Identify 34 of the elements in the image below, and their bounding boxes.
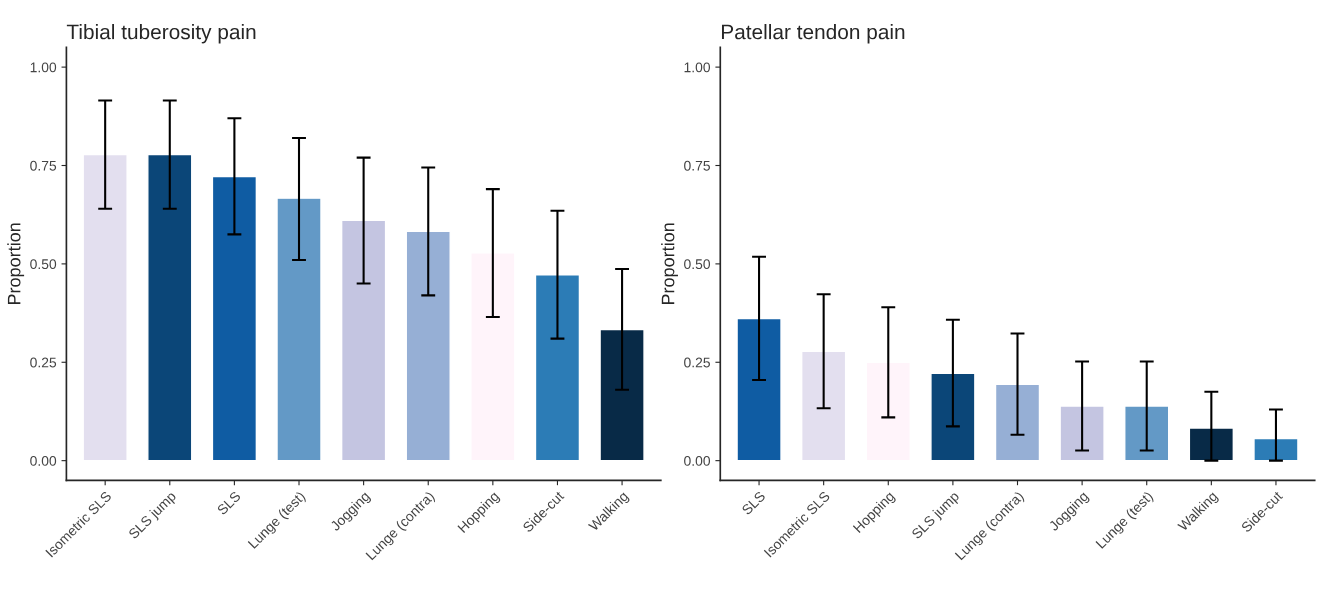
- bar: [1253, 437, 1299, 462]
- y-tick-label: 0.75: [684, 160, 710, 171]
- bar: [930, 372, 976, 462]
- y-axis-title: Proportion: [7, 223, 25, 305]
- bar: [470, 252, 516, 462]
- y-tick-label: 0.50: [30, 259, 57, 270]
- bar: [340, 219, 387, 462]
- y-tick-label: 0.75: [30, 160, 57, 171]
- bar: [1124, 405, 1170, 462]
- x-tick-label: SLS: [216, 490, 242, 516]
- bar: [82, 153, 128, 462]
- bar: [599, 328, 645, 462]
- bar: [147, 153, 193, 462]
- bar: [211, 175, 258, 462]
- y-tick-label: 1.00: [684, 62, 711, 73]
- chart-title: Tibial tuberosity pain: [66, 24, 256, 44]
- bar: [865, 361, 911, 462]
- y-tick-label: 0.25: [30, 357, 57, 368]
- chart-title: Patellar tendon pain: [721, 24, 905, 44]
- y-tick-label: 0.25: [684, 357, 710, 368]
- y-tick-label: 0.00: [684, 455, 711, 466]
- bar: [736, 317, 782, 462]
- bar: [276, 197, 322, 462]
- x-tick-label: SLS: [741, 490, 766, 516]
- y-tick-label: 0.00: [30, 455, 57, 466]
- bar: [534, 274, 581, 462]
- y-tick-label: 0.50: [684, 259, 711, 270]
- bar: [1188, 427, 1235, 462]
- bar: [1059, 405, 1105, 462]
- bar: [800, 350, 847, 462]
- bar: [405, 230, 451, 462]
- bar: [994, 383, 1041, 462]
- y-axis-title: Proportion: [661, 223, 678, 305]
- y-tick-label: 1.00: [30, 62, 57, 73]
